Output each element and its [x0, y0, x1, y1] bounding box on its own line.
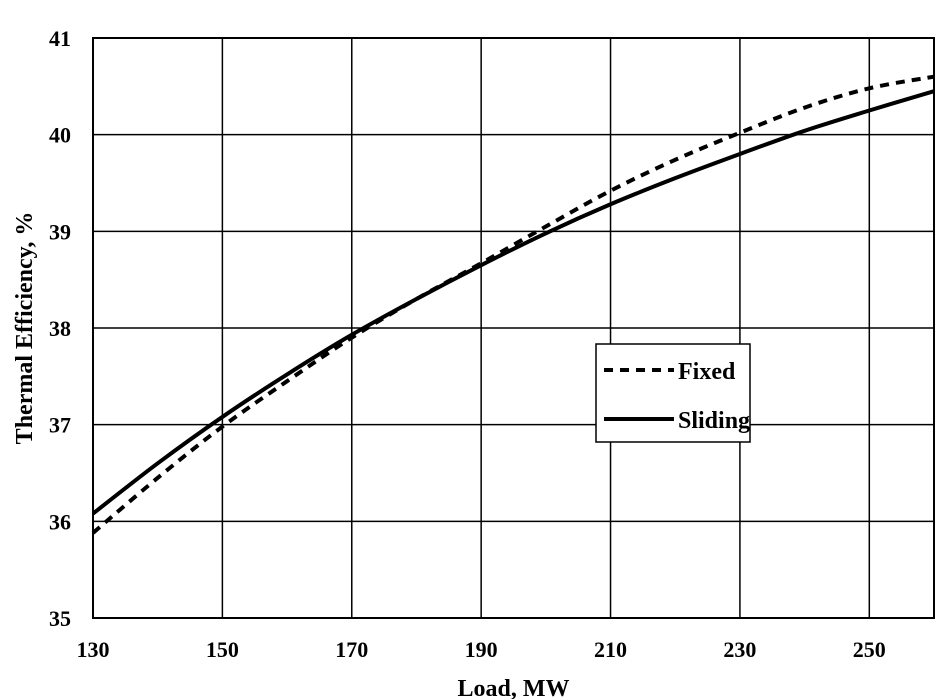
legend-label-fixed: Fixed	[678, 359, 736, 385]
plot-area-border	[92, 37, 935, 619]
y-tick-label: 35	[49, 606, 71, 631]
grid-lines	[92, 37, 934, 619]
series-line-sliding	[91, 89, 935, 516]
x-tick-label: 130	[77, 637, 110, 662]
x-tick-label: 190	[465, 637, 498, 662]
legend-box	[595, 343, 751, 443]
x-tick-label: 150	[206, 637, 239, 662]
legend: Fixed Sliding	[595, 343, 751, 443]
y-tick-label: 40	[49, 123, 71, 148]
y-tick-label: 37	[49, 413, 71, 438]
y-tick-label: 41	[49, 26, 71, 51]
x-axis-ticks: 130 150 170 190 210 230 250	[77, 637, 886, 662]
x-tick-label: 250	[853, 637, 886, 662]
x-tick-label: 230	[723, 637, 756, 662]
y-tick-label: 36	[49, 509, 71, 534]
series-lines	[91, 74, 935, 535]
x-tick-label: 210	[594, 637, 627, 662]
series-line-fixed	[91, 74, 935, 535]
y-tick-label: 39	[49, 219, 71, 244]
x-tick-label: 170	[335, 637, 368, 662]
y-axis-title: Thermal Efficiency, %	[12, 212, 38, 445]
legend-label-sliding: Sliding	[678, 408, 750, 434]
y-tick-label: 38	[49, 316, 71, 341]
x-axis-title: Load, MW	[457, 676, 569, 699]
y-axis-ticks: 35 36 37 38 39 40 41	[49, 26, 71, 631]
